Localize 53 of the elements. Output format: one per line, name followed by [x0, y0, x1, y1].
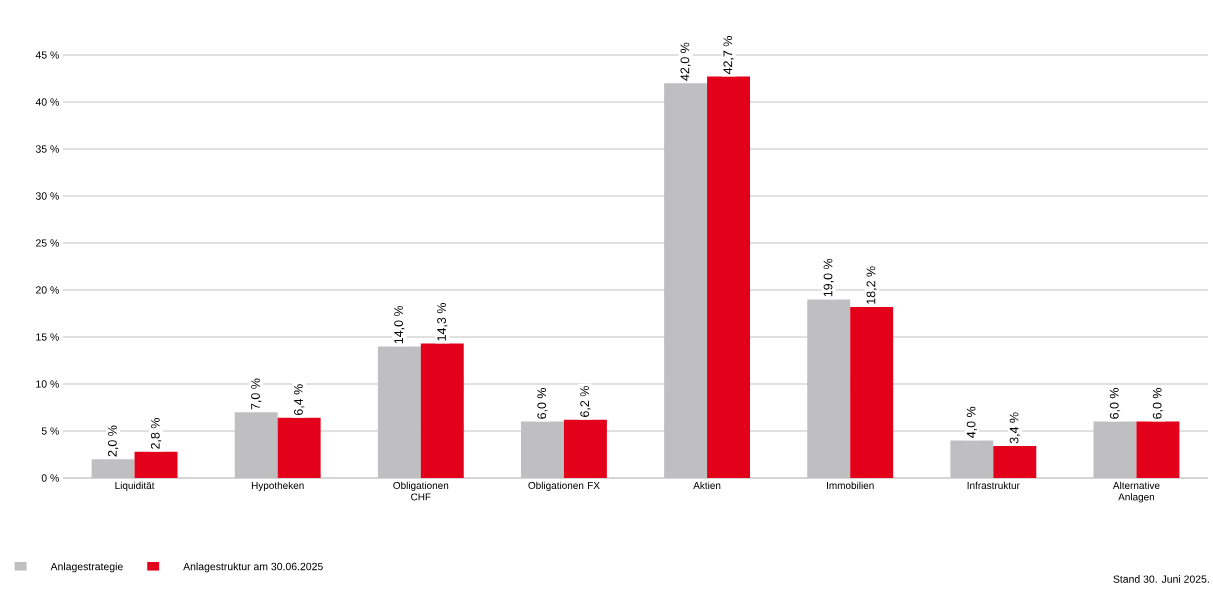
x-tick-label: Liquidität — [115, 481, 155, 491]
text: Stand 30. Juni 2025. — [1113, 575, 1209, 583]
y-tick-label: 35 % — [35, 145, 59, 153]
bar — [420, 343, 464, 478]
bar — [807, 299, 851, 478]
data-label: 6,0 % — [1109, 388, 1121, 419]
bar — [377, 346, 421, 478]
data-label: 42,7 % — [723, 36, 734, 75]
bar — [277, 417, 321, 478]
y-tick-label: 0 % — [41, 474, 59, 482]
data-label: 14,0 % — [394, 305, 405, 344]
x-tick-label: Obligationen CHF — [393, 481, 449, 501]
data-label: 6,4 % — [294, 384, 305, 416]
data-label: 2,8 % — [150, 418, 162, 449]
legend-label: Anlagestrategie — [50, 562, 123, 573]
y-tick-label: 10 % — [36, 380, 59, 388]
x-tick-label: Aktien — [693, 481, 721, 489]
y-tick-label: 30 % — [35, 192, 59, 200]
y-tick-label: 20 % — [36, 286, 59, 294]
legend-label: Anlagestruktur am 30.06.2025 — [183, 562, 323, 573]
bar — [234, 412, 278, 478]
data-label: 7,0 % — [251, 378, 262, 410]
data-label: 4,0 % — [966, 406, 977, 438]
data-label: 6,0 % — [537, 388, 548, 419]
data-label: 18,2 % — [866, 266, 877, 304]
bar — [707, 76, 751, 478]
data-label: 3,4 % — [1009, 412, 1020, 444]
bar — [664, 83, 708, 478]
bar — [1136, 421, 1180, 478]
x-tick-label: Immobilien — [827, 481, 874, 489]
y-tick-label: 40 % — [35, 98, 59, 106]
x-tick-label: Obligationen FX — [528, 481, 600, 491]
data-label: 6,0 % — [1152, 388, 1164, 419]
x-tick-label: Alternative Anlagen — [1112, 481, 1160, 503]
y-tick-label: 5 % — [41, 427, 59, 435]
data-label: 19,0 % — [823, 258, 834, 297]
bar — [950, 440, 994, 478]
y-tick-label: 45 % — [35, 51, 59, 59]
x-tick-label: Hypotheken — [251, 481, 304, 491]
bar — [850, 306, 894, 478]
bar — [134, 451, 178, 478]
y-tick-label: 15 % — [36, 333, 59, 341]
bar — [91, 459, 135, 478]
data-label: 2,0 % — [107, 425, 119, 457]
data-label: 42,0 % — [680, 42, 691, 81]
data-label: 14,3 % — [437, 303, 448, 341]
x-tick-label: Infrastruktur — [967, 481, 1020, 489]
bar — [1093, 421, 1137, 478]
y-tick-label: 25 % — [36, 239, 59, 247]
bar — [993, 446, 1037, 478]
bar — [563, 419, 607, 478]
data-label: 6,2 % — [580, 386, 591, 417]
bar — [521, 421, 564, 478]
